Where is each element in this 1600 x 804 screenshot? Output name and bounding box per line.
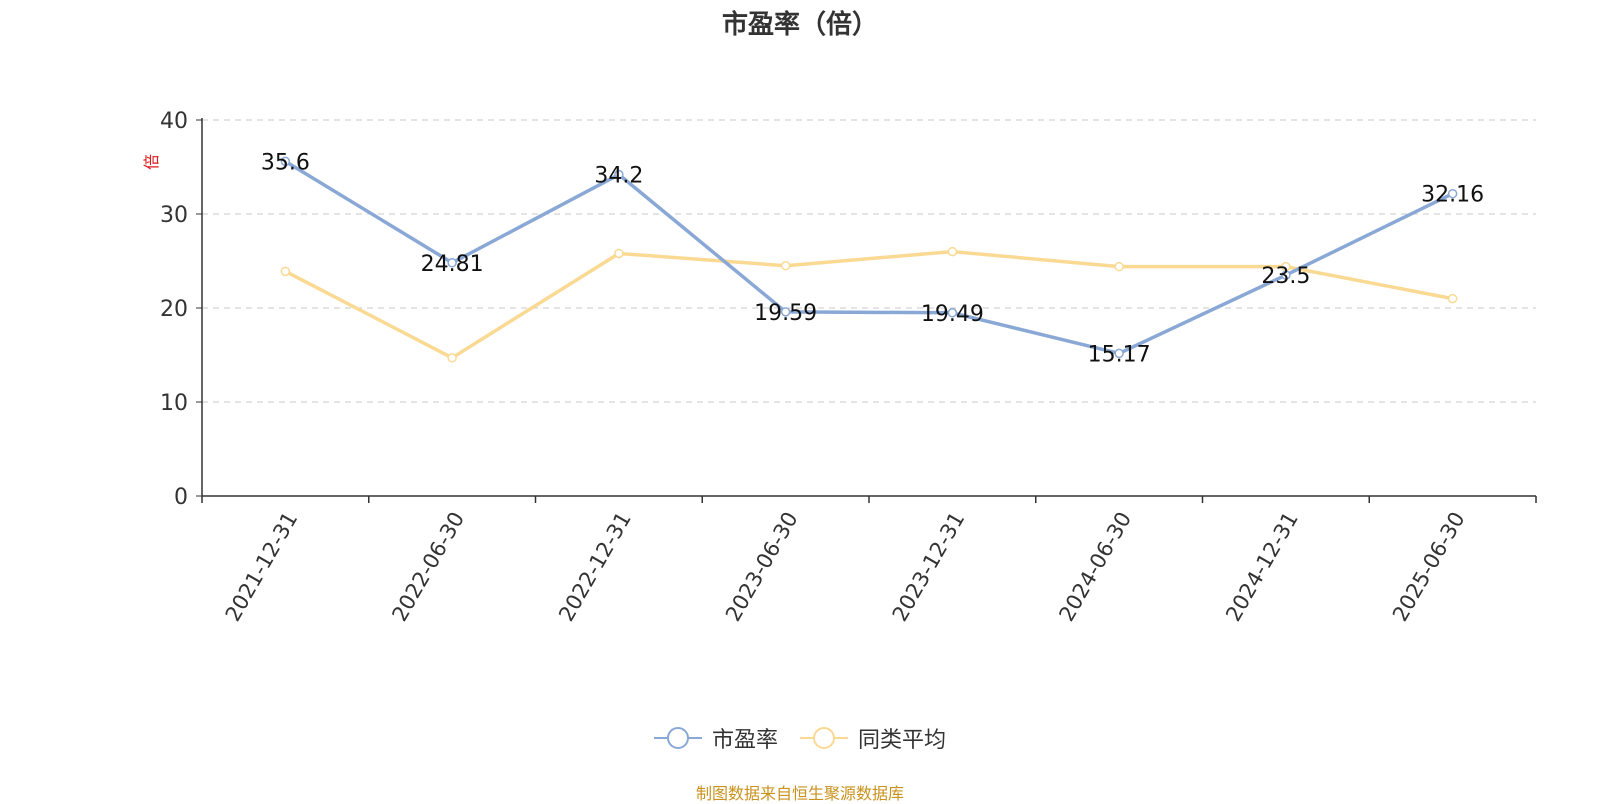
legend-item-peer-average[interactable]: 同类平均 xyxy=(800,722,946,754)
data-point-series-0 xyxy=(780,307,791,317)
x-tick-label: 2024-12-31 xyxy=(1221,508,1303,626)
data-point-series-0 xyxy=(1114,348,1124,359)
y-tick-label: 0 xyxy=(174,485,188,510)
series-line-0 xyxy=(284,159,1454,356)
x-tick-label: 2022-12-31 xyxy=(554,508,636,626)
x-tick-label: 2021-12-31 xyxy=(221,508,303,626)
x-tick-label: 2025-06-30 xyxy=(1388,508,1470,626)
x-tick-label: 2024-06-30 xyxy=(1054,508,1136,626)
y-tick-label: 30 xyxy=(160,203,188,228)
chart-title: 市盈率（倍） xyxy=(721,10,878,40)
data-label: 19.49 xyxy=(921,302,984,327)
y-tick-label: 10 xyxy=(160,391,188,416)
data-point-series-0 xyxy=(1447,188,1458,199)
data-point-series-0 xyxy=(1281,270,1291,280)
data-label: 19.59 xyxy=(754,301,817,326)
data-point-series-1 xyxy=(1114,261,1124,272)
axes: 0 10 20 30 40 2021-12-31 2022-06-30 2022-12-31 2… xyxy=(160,109,1537,626)
data-point-series-0 xyxy=(947,308,958,318)
legend-label-peer-average: 同类平均 xyxy=(858,728,947,753)
legend-item-pe[interactable]: 市盈率 xyxy=(653,722,778,754)
legend: 市盈率 同类平均 xyxy=(0,722,1600,754)
data-point-series-0 xyxy=(280,156,291,167)
data-label: 34.2 xyxy=(594,164,643,189)
x-tick-label: 2022-06-30 xyxy=(387,508,469,626)
series-lines xyxy=(280,156,1458,363)
series-line-1 xyxy=(284,249,1453,360)
legend-swatch-peer-average-icon xyxy=(800,727,848,749)
data-point-series-0 xyxy=(614,169,624,180)
data-point-series-1 xyxy=(280,266,291,277)
source-note: 制图数据来自恒生聚源数据库 xyxy=(695,784,904,803)
data-label: 24.81 xyxy=(421,252,484,277)
data-label: 23.5 xyxy=(1261,264,1310,289)
data-label: 15.17 xyxy=(1088,342,1151,367)
data-label: 32.16 xyxy=(1421,183,1484,208)
x-tick-label: 2023-12-31 xyxy=(888,508,970,626)
data-point-series-1 xyxy=(1447,293,1458,304)
data-label: 35.6 xyxy=(261,150,310,175)
y-tick-label: 40 xyxy=(160,109,188,134)
data-point-series-1 xyxy=(780,260,791,271)
data-point-series-1 xyxy=(947,246,958,257)
data-point-series-0 xyxy=(447,258,457,268)
y-tick-label: 20 xyxy=(160,297,188,322)
data-point-series-1 xyxy=(614,248,624,259)
data-labels: 35.6 24.81 34.2 19.59 19.49 15.17 23.5 32.16 xyxy=(261,150,1484,367)
legend-label-pe: 市盈率 xyxy=(711,728,778,753)
grid-lines xyxy=(202,119,1536,403)
x-tick-label: 2023-06-30 xyxy=(721,508,803,626)
data-point-series-1 xyxy=(447,353,457,363)
legend-swatch-pe-icon xyxy=(653,727,702,749)
